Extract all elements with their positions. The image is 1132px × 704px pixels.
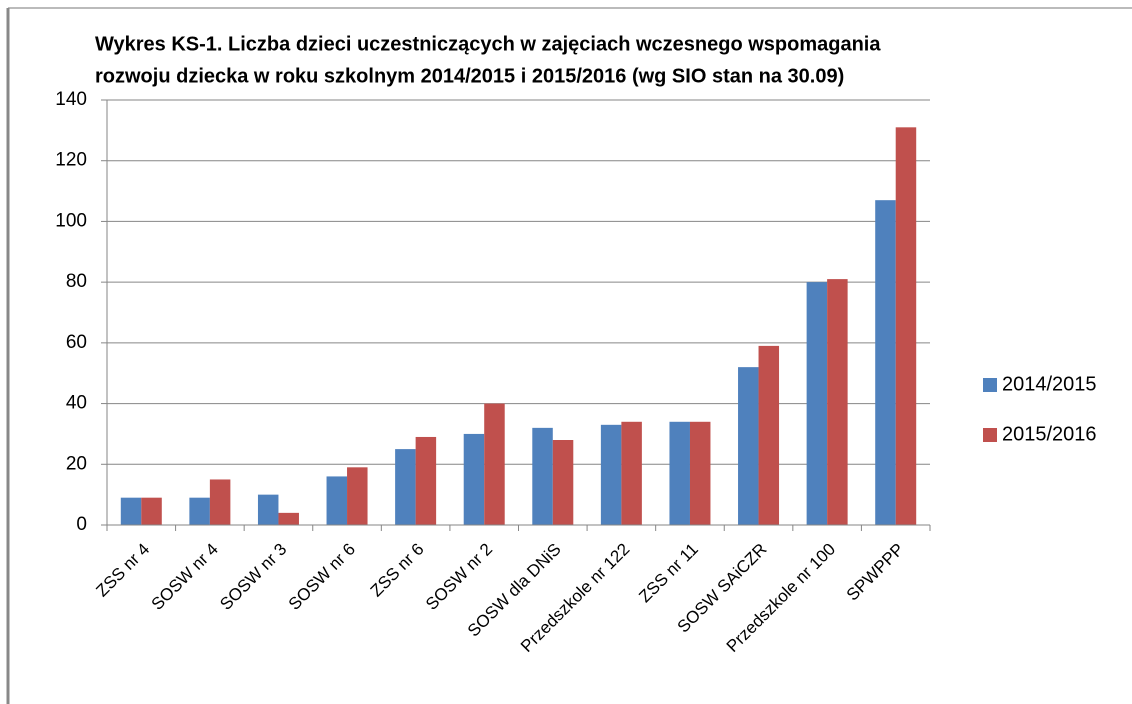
y-tick-label: 0 <box>76 514 87 535</box>
legend-swatch <box>983 378 997 392</box>
bar <box>532 427 553 525</box>
bar <box>895 127 917 526</box>
bar <box>484 403 505 525</box>
legend-swatch <box>983 428 997 442</box>
y-tick-label: 80 <box>66 271 87 292</box>
bar <box>189 497 210 525</box>
y-tick-label: 40 <box>66 393 87 414</box>
bar <box>209 479 231 525</box>
y-tick-label: 20 <box>66 453 87 474</box>
bar <box>326 476 348 525</box>
bar <box>278 512 299 525</box>
bar <box>552 440 574 525</box>
x-tick-label: SOSW nr 3 <box>216 540 290 614</box>
bar <box>120 497 142 525</box>
bar <box>347 467 368 525</box>
bar <box>689 421 711 525</box>
x-tick-label: SPWPPP <box>843 540 908 605</box>
legend-label: 2015/2016 <box>1002 423 1097 445</box>
y-tick-label: 120 <box>55 150 87 171</box>
chart-title: Wykres KS-1. Liczba dzieci uczestniczący… <box>95 33 881 55</box>
bar <box>415 436 437 525</box>
x-tick-label: SOSW nr 2 <box>422 540 496 614</box>
y-tick-label: 100 <box>55 210 87 231</box>
x-tick-label: SOSW nr 6 <box>285 540 359 614</box>
x-tick-label: ZSS nr 11 <box>635 540 702 607</box>
x-tick-label: ZSS nr 6 <box>367 540 428 601</box>
bar <box>257 494 279 525</box>
bar <box>875 200 896 525</box>
bar <box>738 367 759 525</box>
legend-label: 2014/2015 <box>1002 373 1097 395</box>
y-tick-label: 60 <box>66 332 87 353</box>
bar <box>395 449 416 525</box>
bar <box>827 279 848 525</box>
bar <box>806 282 828 525</box>
x-tick-label: ZSS nr 4 <box>92 540 153 601</box>
bar <box>758 345 780 525</box>
y-tick-label: 140 <box>55 89 87 110</box>
chart-title: rozwoju dziecka w roku szkolnym 2014/201… <box>95 65 844 87</box>
bar <box>463 433 485 525</box>
bar <box>621 421 642 525</box>
bar <box>141 497 162 525</box>
bar <box>669 421 690 525</box>
bar <box>600 424 622 525</box>
x-tick-label: SOSW nr 4 <box>148 540 222 614</box>
